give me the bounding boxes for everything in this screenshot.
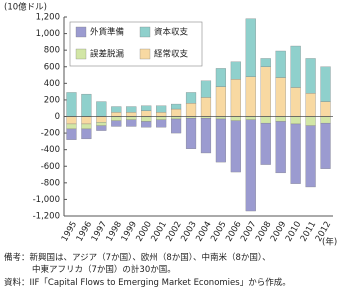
bar <box>156 119 167 128</box>
bar <box>260 66 271 117</box>
bar <box>111 106 122 113</box>
bar <box>185 92 197 104</box>
note: 資料：IIF「Capital Flows to Emerging Market … <box>4 278 291 288</box>
bar <box>245 18 256 77</box>
bar <box>111 112 122 117</box>
bar <box>230 116 241 121</box>
bar <box>245 76 256 117</box>
bar <box>230 120 241 173</box>
bar <box>320 116 331 124</box>
y-axis-label: (10億ドル) <box>4 2 47 13</box>
y-tick-label: 400 <box>44 79 60 89</box>
bar <box>260 58 271 67</box>
legend-swatch <box>139 48 151 60</box>
note: 中東アフリカ（7か国）の計30か国。 <box>32 265 176 275</box>
bar <box>96 125 107 131</box>
y-tick-label: 800 <box>44 46 60 56</box>
bar <box>185 118 197 149</box>
bar <box>215 118 226 163</box>
y-tick-label: -1,200 <box>33 212 60 222</box>
bar <box>126 116 137 120</box>
bar <box>141 110 152 117</box>
legend-swatch <box>139 26 151 38</box>
y-tick-label: -1,000 <box>33 195 60 205</box>
bar <box>111 120 122 127</box>
bar <box>200 118 212 154</box>
bar <box>171 108 182 117</box>
bar <box>156 116 167 120</box>
bar <box>66 123 77 130</box>
bar <box>275 50 286 78</box>
bar <box>260 122 271 165</box>
legend-label: 資本収支 <box>154 27 189 38</box>
bar <box>141 121 152 128</box>
bar <box>320 122 331 169</box>
bar <box>156 105 167 113</box>
bar <box>66 128 77 140</box>
bar <box>81 116 92 125</box>
y-tick-label: 600 <box>44 62 60 72</box>
bar <box>305 58 316 94</box>
y-tick-label: 1,000 <box>36 29 60 39</box>
bar <box>111 116 122 121</box>
bar <box>81 123 92 130</box>
bar <box>230 79 241 117</box>
bar <box>245 119 256 212</box>
bar <box>156 112 167 117</box>
bar <box>126 112 137 117</box>
bar <box>290 123 301 184</box>
bar <box>141 116 152 122</box>
bar <box>81 128 92 140</box>
note: 備考：新興国は、アジア（7か国）、欧州（8か国）、中南米（8か国）、 <box>4 253 271 263</box>
bar <box>230 61 241 80</box>
y-tick-label: 0 <box>55 112 60 122</box>
y-tick-label: -200 <box>41 129 60 139</box>
legend-swatch <box>75 48 87 60</box>
bar <box>200 80 212 98</box>
bar <box>171 118 182 134</box>
y-tick-label: -400 <box>41 145 60 155</box>
legend-swatch <box>75 26 87 38</box>
y-tick-label: -600 <box>41 162 60 172</box>
bar <box>171 103 182 110</box>
bar <box>185 103 197 117</box>
bar <box>215 86 226 117</box>
bar <box>290 87 301 117</box>
bar <box>66 92 77 117</box>
bar <box>200 97 212 117</box>
bar <box>305 116 316 126</box>
bar <box>126 119 137 127</box>
legend-box <box>69 21 203 67</box>
bar <box>215 68 226 87</box>
bar <box>275 116 286 122</box>
bar <box>305 93 316 117</box>
bar <box>81 93 92 117</box>
bar <box>126 106 137 113</box>
y-tick-label: 1,200 <box>36 13 60 23</box>
bar <box>96 122 107 126</box>
bar <box>320 66 331 102</box>
bar <box>290 116 301 125</box>
bar <box>305 125 316 188</box>
bar <box>141 105 152 111</box>
bar <box>96 101 107 117</box>
bar <box>275 121 286 174</box>
bar <box>245 116 256 120</box>
y-tick-label: -800 <box>41 178 60 188</box>
x-axis-label: (年) <box>322 237 337 248</box>
bar <box>260 116 271 124</box>
legend-label: 外貨準備 <box>90 27 125 38</box>
bar <box>96 116 107 123</box>
bar <box>66 116 77 125</box>
chart: (10億ドル) (年) -1,200 -1,000 -800 -600 -400 -200… <box>4 2 337 248</box>
bar <box>320 101 331 117</box>
bar <box>275 77 286 117</box>
legend-label: 経常収支 <box>154 49 189 60</box>
legend-label: 誤差脱漏 <box>90 49 125 60</box>
y-tick-label: 200 <box>44 95 60 105</box>
bar <box>290 45 301 88</box>
